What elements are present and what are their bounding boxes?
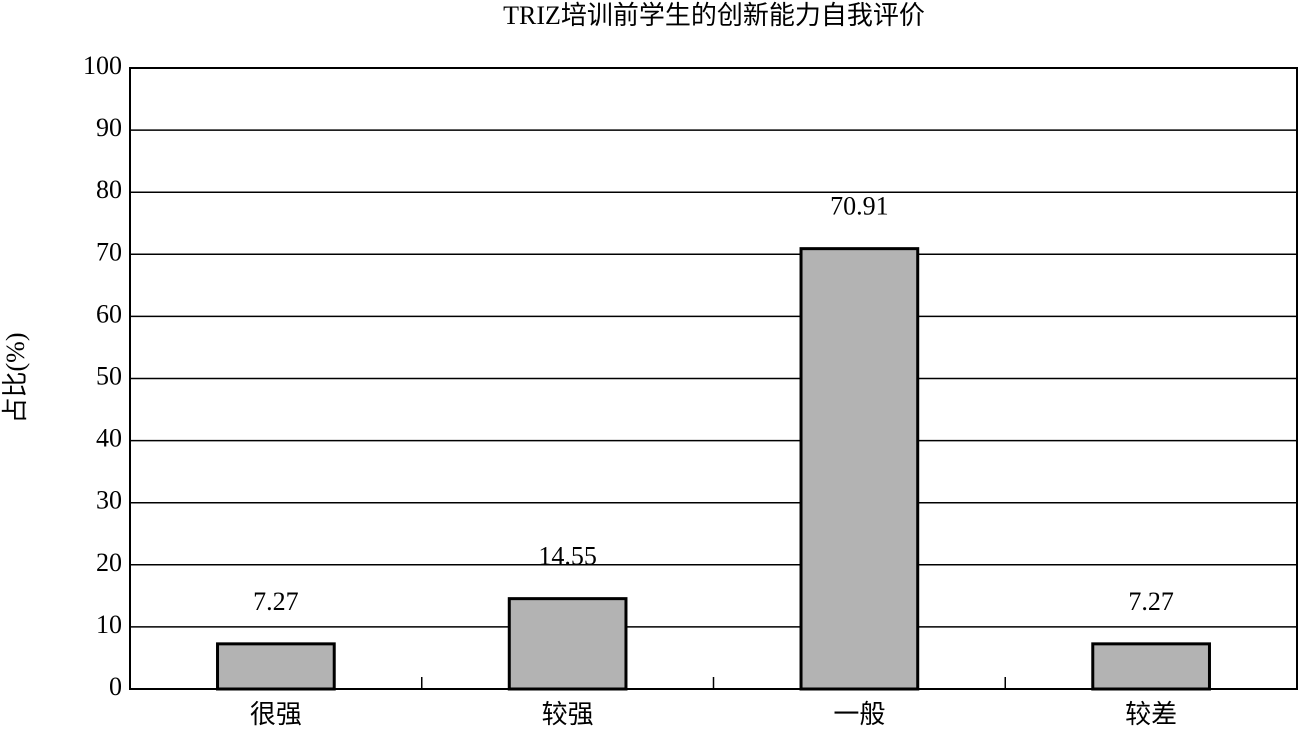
- y-tick-label: 0: [109, 672, 122, 701]
- x-tick-label: 较强: [542, 700, 594, 729]
- bar: [507, 597, 628, 691]
- y-tick-label: 50: [96, 361, 122, 390]
- data-label: 7.27: [1128, 587, 1174, 616]
- y-tick-label: 20: [96, 548, 122, 577]
- y-tick-label: 70: [96, 237, 122, 266]
- bar: [216, 642, 336, 691]
- y-tick-label: 40: [96, 424, 122, 453]
- y-tick-label: 80: [96, 175, 122, 204]
- x-tick-label: 较差: [1125, 700, 1177, 729]
- x-tick-label: 很强: [250, 700, 302, 729]
- data-label: 7.27: [253, 587, 299, 616]
- data-label: 14.55: [538, 542, 597, 571]
- y-tick-label: 90: [96, 113, 122, 142]
- y-axis-label: 占比(%): [1, 333, 30, 424]
- y-tick-label: 30: [96, 486, 122, 515]
- x-tick-label: 一般: [833, 700, 885, 729]
- y-tick-label: 60: [96, 299, 122, 328]
- y-tick-label: 100: [83, 51, 122, 80]
- chart-title: TRIZ培训前学生的创新能力自我评价: [503, 1, 925, 30]
- data-label: 70.91: [830, 192, 889, 221]
- y-tick-label: 10: [96, 610, 122, 639]
- bar: [799, 247, 920, 691]
- bar: [1091, 642, 1211, 691]
